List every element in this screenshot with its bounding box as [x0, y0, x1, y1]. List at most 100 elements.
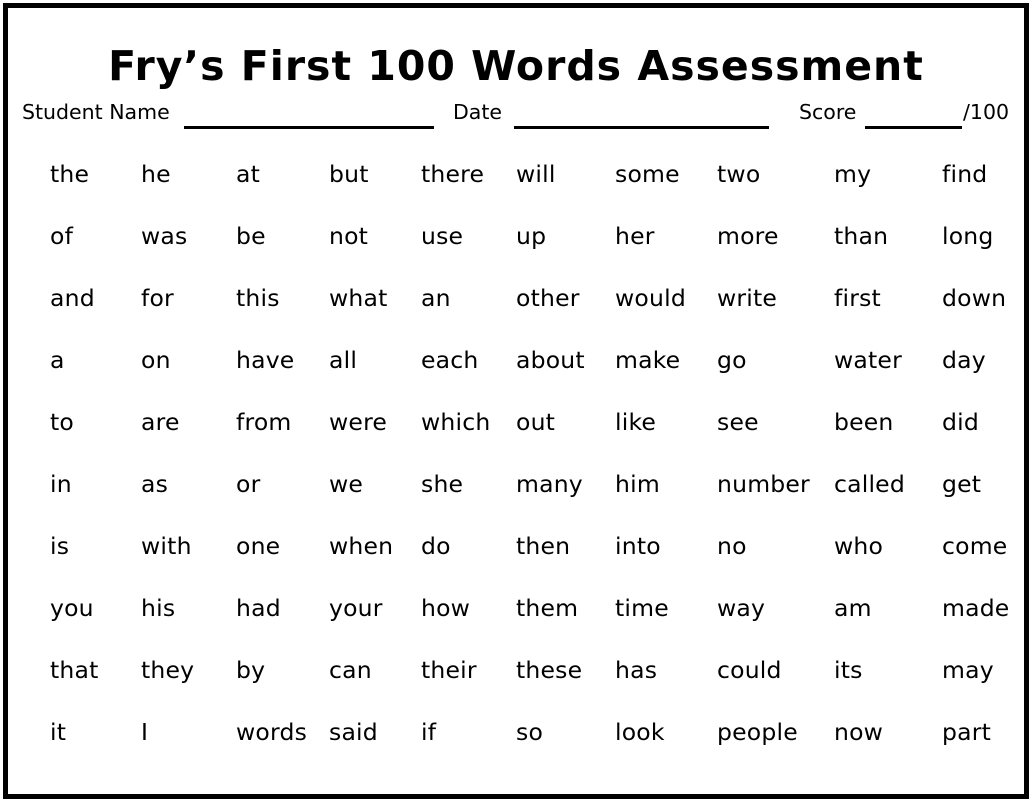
sight-word-cell[interactable]: with [141, 532, 192, 560]
sight-word-cell[interactable]: an [421, 284, 451, 312]
sight-word-cell[interactable]: out [516, 408, 556, 436]
sight-word-cell[interactable]: like [615, 408, 657, 436]
sight-word-cell[interactable]: are [141, 408, 180, 436]
sight-word-cell[interactable]: part [942, 718, 991, 746]
sight-word-cell[interactable]: or [236, 470, 261, 498]
sight-word-cell[interactable]: made [942, 594, 1010, 622]
sight-word-cell[interactable]: into [615, 532, 661, 560]
sight-word-cell[interactable]: is [50, 532, 70, 560]
score-input[interactable] [865, 126, 962, 129]
sight-word-cell[interactable]: said [329, 718, 378, 746]
sight-word-cell[interactable]: go [717, 346, 747, 374]
sight-word-cell[interactable]: his [141, 594, 176, 622]
sight-word-cell[interactable]: day [942, 346, 986, 374]
sight-word-cell[interactable]: we [329, 470, 364, 498]
sight-word-cell[interactable]: other [516, 284, 580, 312]
sight-word-cell[interactable]: one [236, 532, 281, 560]
sight-word-cell[interactable]: not [329, 222, 369, 250]
sight-word-cell[interactable]: there [421, 160, 485, 188]
sight-word-cell[interactable]: time [615, 594, 669, 622]
sight-word-cell[interactable]: I [141, 718, 149, 746]
sight-word-cell[interactable]: your [329, 594, 383, 622]
sight-word-cell[interactable]: first [834, 284, 881, 312]
sight-word-cell[interactable]: as [141, 470, 169, 498]
sight-word-cell[interactable]: he [141, 160, 171, 188]
sight-word-cell[interactable]: how [421, 594, 471, 622]
sight-word-cell[interactable]: when [329, 532, 394, 560]
sight-word-cell[interactable]: many [516, 470, 583, 498]
sight-word-cell[interactable]: all [329, 346, 358, 374]
sight-word-cell[interactable]: at [236, 160, 261, 188]
sight-word-cell[interactable]: it [50, 718, 67, 746]
sight-word-cell[interactable]: may [942, 656, 994, 684]
date-input[interactable] [514, 126, 769, 129]
sight-word-cell[interactable]: about [516, 346, 585, 374]
sight-word-cell[interactable]: she [421, 470, 464, 498]
sight-word-cell[interactable]: people [717, 718, 798, 746]
sight-word-cell[interactable]: if [421, 718, 437, 746]
sight-word-cell[interactable]: that [50, 656, 99, 684]
sight-word-cell[interactable]: was [141, 222, 188, 250]
sight-word-cell[interactable]: long [942, 222, 994, 250]
sight-word-cell[interactable]: they [141, 656, 195, 684]
sight-word-cell[interactable]: its [834, 656, 863, 684]
sight-word-cell[interactable]: which [421, 408, 491, 436]
sight-word-cell[interactable]: their [421, 656, 477, 684]
sight-word-cell[interactable]: some [615, 160, 680, 188]
sight-word-cell[interactable]: make [615, 346, 681, 374]
sight-word-cell[interactable]: be [236, 222, 266, 250]
sight-word-cell[interactable]: use [421, 222, 464, 250]
sight-word-cell[interactable]: on [141, 346, 171, 374]
student-name-input[interactable] [184, 126, 434, 129]
sight-word-cell[interactable]: so [516, 718, 544, 746]
sight-word-cell[interactable]: now [834, 718, 884, 746]
sight-word-cell[interactable]: write [717, 284, 778, 312]
sight-word-cell[interactable]: could [717, 656, 782, 684]
sight-word-cell[interactable]: do [421, 532, 451, 560]
sight-word-cell[interactable]: but [329, 160, 369, 188]
sight-word-cell[interactable]: up [516, 222, 547, 250]
sight-word-cell[interactable]: my [834, 160, 872, 188]
sight-word-cell[interactable]: have [236, 346, 295, 374]
sight-word-cell[interactable]: will [516, 160, 556, 188]
sight-word-cell[interactable]: by [236, 656, 266, 684]
sight-word-cell[interactable]: way [717, 594, 766, 622]
sight-word-cell[interactable]: who [834, 532, 884, 560]
sight-word-cell[interactable]: would [615, 284, 686, 312]
sight-word-cell[interactable]: her [615, 222, 655, 250]
sight-word-cell[interactable]: words [236, 718, 308, 746]
sight-word-cell[interactable]: for [141, 284, 174, 312]
sight-word-cell[interactable]: see [717, 408, 759, 436]
sight-word-cell[interactable]: find [942, 160, 988, 188]
sight-word-cell[interactable]: two [717, 160, 761, 188]
sight-word-cell[interactable]: been [834, 408, 894, 436]
sight-word-cell[interactable]: from [236, 408, 292, 436]
sight-word-cell[interactable]: then [516, 532, 571, 560]
sight-word-cell[interactable]: to [50, 408, 74, 436]
sight-word-cell[interactable]: look [615, 718, 665, 746]
sight-word-cell[interactable]: come [942, 532, 1008, 560]
sight-word-cell[interactable]: water [834, 346, 902, 374]
sight-word-cell[interactable]: did [942, 408, 979, 436]
sight-word-cell[interactable]: a [50, 346, 65, 374]
sight-word-cell[interactable]: each [421, 346, 479, 374]
sight-word-cell[interactable]: am [834, 594, 872, 622]
sight-word-cell[interactable]: no [717, 532, 747, 560]
sight-word-cell[interactable]: you [50, 594, 94, 622]
sight-word-cell[interactable]: them [516, 594, 579, 622]
sight-word-cell[interactable]: more [717, 222, 779, 250]
sight-word-cell[interactable]: these [516, 656, 583, 684]
sight-word-cell[interactable]: down [942, 284, 1007, 312]
sight-word-cell[interactable]: has [615, 656, 658, 684]
sight-word-cell[interactable]: called [834, 470, 905, 498]
sight-word-cell[interactable]: can [329, 656, 372, 684]
sight-word-cell[interactable]: number [717, 470, 810, 498]
sight-word-cell[interactable]: get [942, 470, 982, 498]
sight-word-cell[interactable]: than [834, 222, 889, 250]
sight-word-cell[interactable]: the [50, 160, 90, 188]
sight-word-cell[interactable]: were [329, 408, 388, 436]
sight-word-cell[interactable]: what [329, 284, 388, 312]
sight-word-cell[interactable]: and [50, 284, 95, 312]
sight-word-cell[interactable]: him [615, 470, 660, 498]
sight-word-cell[interactable]: this [236, 284, 280, 312]
